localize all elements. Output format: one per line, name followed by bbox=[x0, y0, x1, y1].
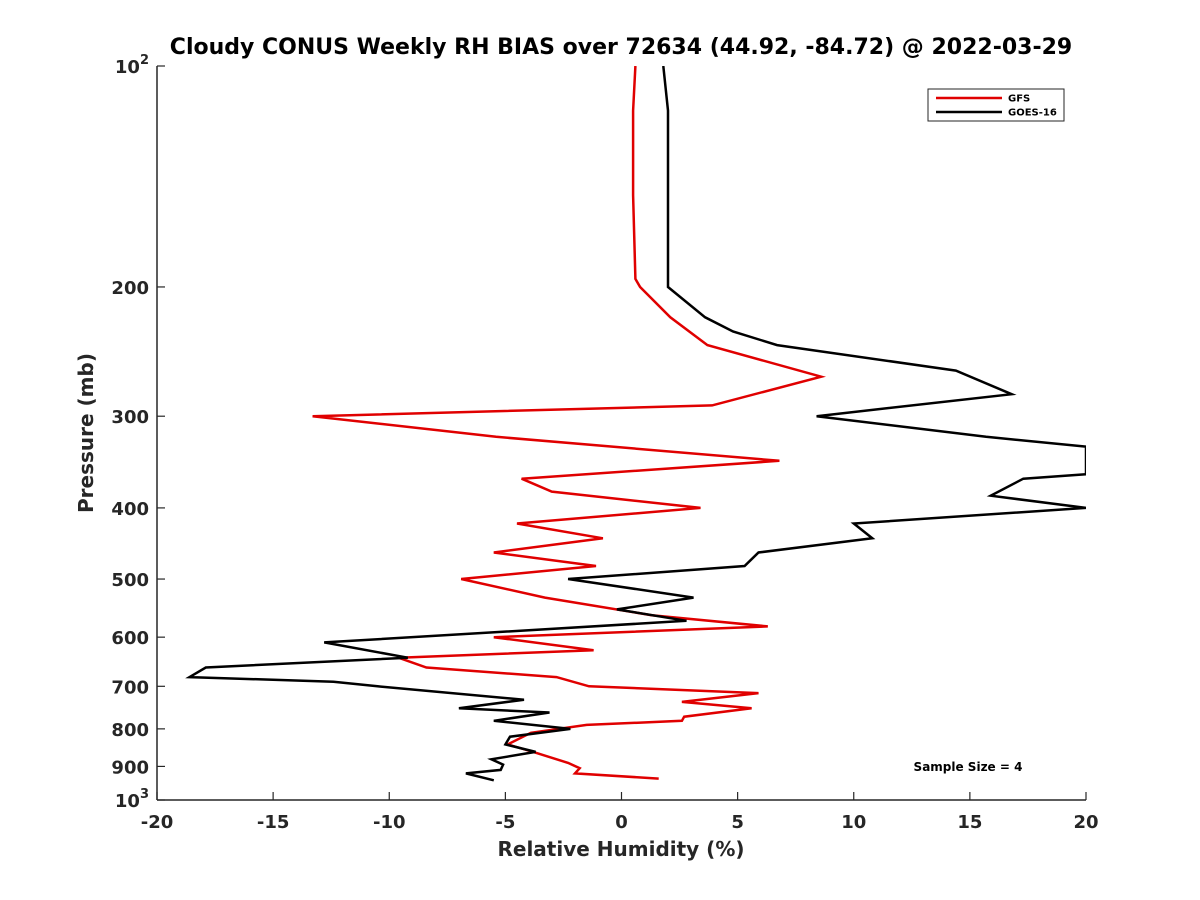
y-tick-label: 103 bbox=[115, 787, 149, 812]
legend-label: GOES-16 bbox=[1008, 108, 1057, 119]
series-line-gfs bbox=[312, 66, 826, 780]
x-tick-label: -20 bbox=[141, 812, 174, 833]
y-tick-label: 900 bbox=[111, 757, 149, 778]
y-tick-label: 300 bbox=[111, 407, 149, 428]
series-layer bbox=[185, 66, 1086, 782]
series-line-goes-16 bbox=[185, 66, 1086, 782]
y-axis-label: Pressure (mb) bbox=[74, 353, 98, 513]
sample-size-annotation: Sample Size = 4 bbox=[914, 760, 1023, 774]
x-tick-label: -5 bbox=[495, 812, 515, 833]
y-tick-label: 700 bbox=[111, 677, 149, 698]
legend: GFS GOES-16 bbox=[927, 88, 1065, 122]
x-axis: -20 -15 -10 -5 0 5 10 15 20 bbox=[141, 792, 1099, 833]
legend-label: GFS bbox=[1008, 94, 1030, 105]
x-tick-label: 0 bbox=[615, 812, 628, 833]
chart-title: Cloudy CONUS Weekly RH BIAS over 72634 (… bbox=[170, 35, 1072, 60]
x-tick-label: 10 bbox=[841, 812, 866, 833]
y-tick-label: 800 bbox=[111, 720, 149, 741]
x-tick-label: 15 bbox=[957, 812, 982, 833]
y-tick-label: 600 bbox=[111, 628, 149, 649]
legend-box bbox=[927, 88, 1065, 122]
y-axis: 102 200 300 400 500 600 700 800 900 103 bbox=[111, 53, 165, 812]
y-tick-label: 400 bbox=[111, 499, 149, 520]
x-tick-label: -10 bbox=[373, 812, 406, 833]
x-tick-label: -15 bbox=[257, 812, 290, 833]
y-tick-label: 200 bbox=[111, 278, 149, 299]
x-axis-label: Relative Humidity (%) bbox=[497, 837, 744, 861]
x-tick-label: 20 bbox=[1073, 812, 1098, 833]
y-tick-label: 500 bbox=[111, 570, 149, 591]
y-tick-label: 102 bbox=[115, 53, 149, 78]
x-tick-label: 5 bbox=[731, 812, 744, 833]
